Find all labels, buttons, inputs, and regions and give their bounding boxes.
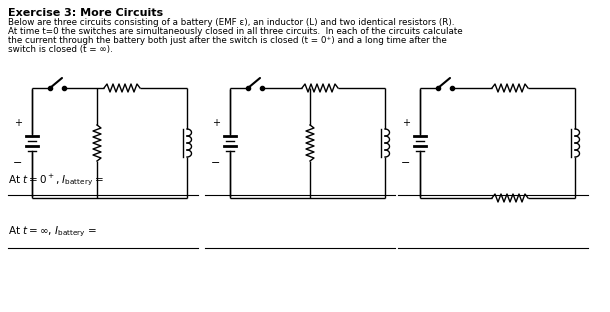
- Text: −: −: [13, 158, 23, 168]
- Text: the current through the battery both just after the switch is closed (t = 0⁺) an: the current through the battery both jus…: [8, 36, 447, 45]
- Text: −: −: [211, 158, 221, 168]
- Text: +: +: [14, 118, 22, 128]
- Text: Exercise 3: More Circuits: Exercise 3: More Circuits: [8, 8, 163, 18]
- Text: At $t = 0^+$, $I_\mathrm{battery}$ =: At $t = 0^+$, $I_\mathrm{battery}$ =: [8, 172, 104, 188]
- Text: −: −: [401, 158, 411, 168]
- Text: At time t=0 the switches are simultaneously closed in all three circuits.  In ea: At time t=0 the switches are simultaneou…: [8, 27, 462, 36]
- Text: +: +: [402, 118, 410, 128]
- Text: At $t = \infty$, $I_\mathrm{battery}$ =: At $t = \infty$, $I_\mathrm{battery}$ =: [8, 225, 97, 239]
- Text: Below are three circuits consisting of a battery (EMF ε), an inductor (L) and tw: Below are three circuits consisting of a…: [8, 18, 454, 27]
- Text: +: +: [212, 118, 220, 128]
- Text: switch is closed (t = ∞).: switch is closed (t = ∞).: [8, 45, 113, 54]
